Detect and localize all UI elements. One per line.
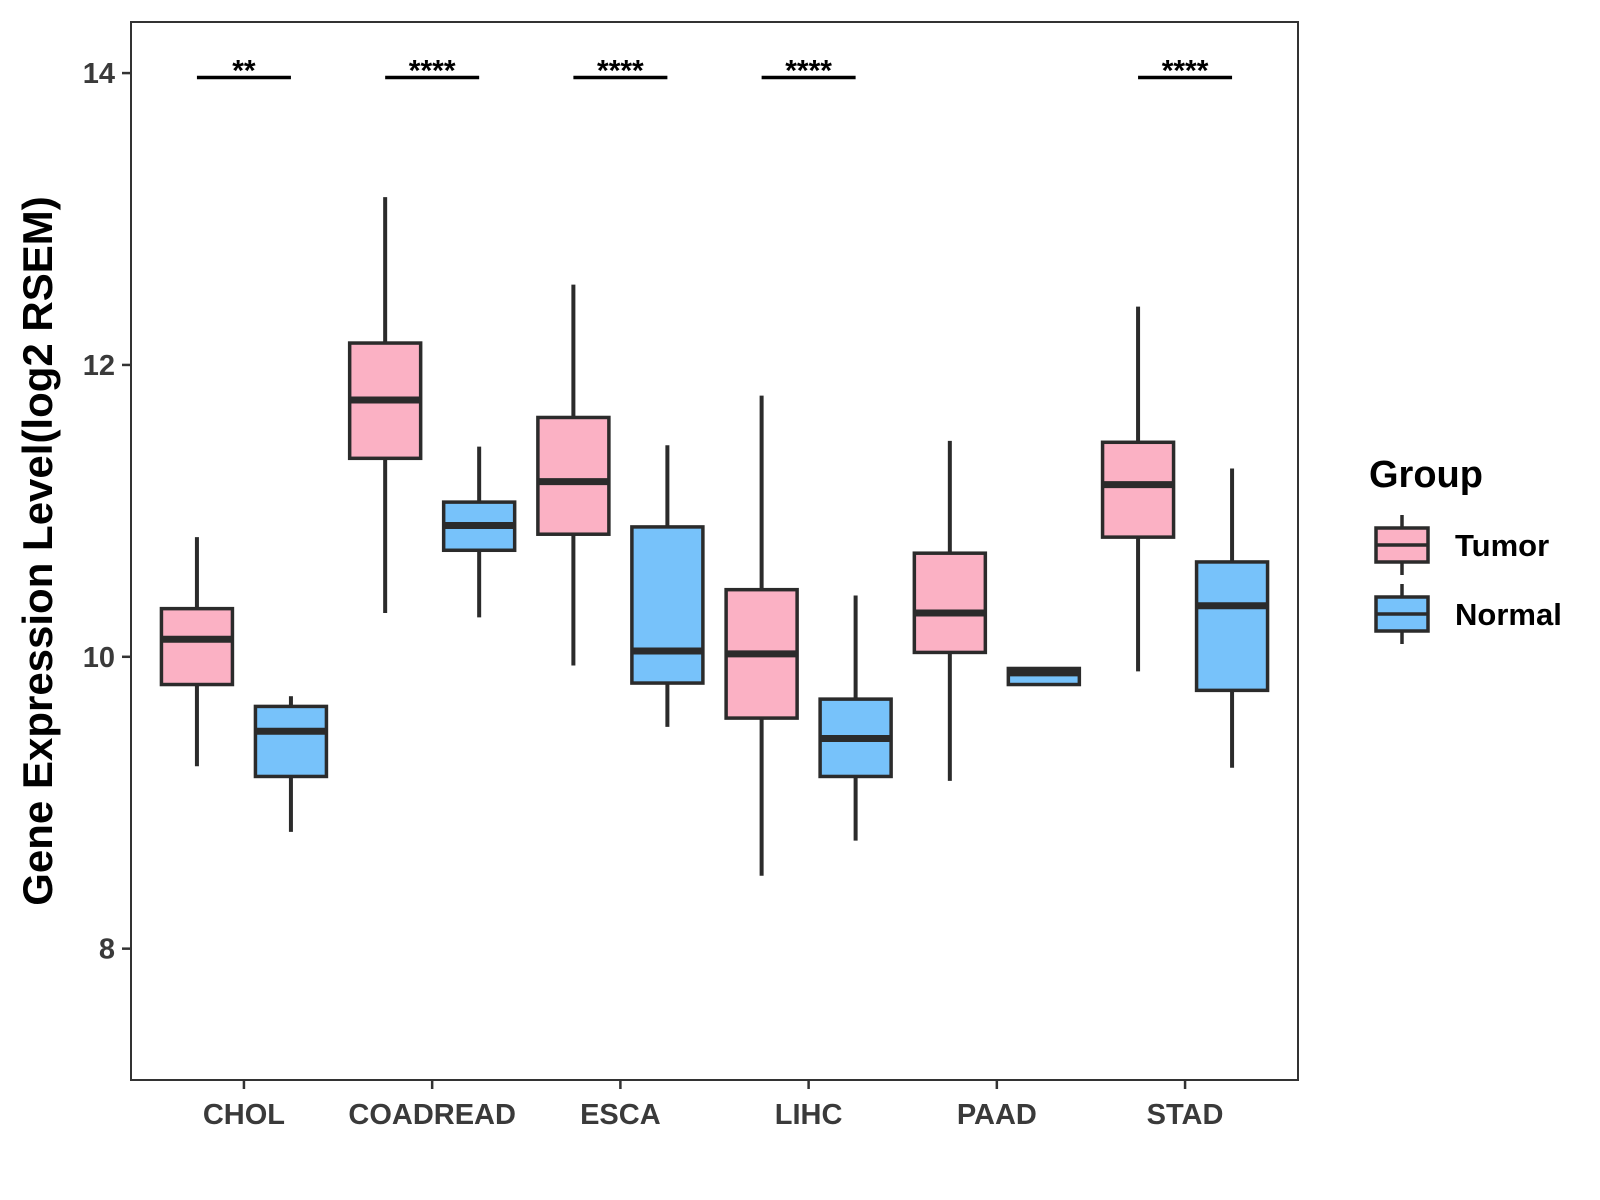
box-iqr [253,704,329,779]
significance-chol: ** [196,54,291,87]
box-normal-coadread [441,446,517,618]
significance-lihc: **** [761,54,856,87]
legend-title: Group [1369,454,1483,496]
box-tumor-stad [1100,306,1176,672]
x-tick-label-lihc: LIHC [775,1099,843,1131]
x-tick-label-paad: PAAD [957,1099,1037,1131]
box-normal-lihc [818,595,893,841]
box-normal-chol [253,696,329,832]
x-tick-label-stad: STAD [1147,1099,1224,1131]
y-tick-label: 12 [83,350,115,382]
box-iqr [159,606,235,687]
box-tumor-coadread [347,197,423,614]
box-iqr [536,415,611,536]
legend: Group Tumor Normal [1369,454,1562,644]
x-tick-label-coadread: COADREAD [348,1099,516,1131]
box-tumor-chol [159,537,235,767]
significance-label: **** [785,54,832,87]
x-tick-label-chol: CHOL [203,1099,285,1131]
legend-label-tumor: Tumor [1455,528,1549,563]
box-iqr [1194,560,1270,693]
axis-layer: 8 10 12 14 CHOL COADREAD ESCA LIHC PAAD STAD [83,58,1224,1131]
legend-item-tumor: Tumor [1374,515,1549,575]
legend-item-normal: Normal [1374,584,1562,644]
x-tick-label-esca: ESCA [580,1099,661,1131]
box-normal-esca [630,445,705,727]
significance-label: ** [232,54,256,87]
legend-items: Tumor Normal [1374,515,1562,644]
significance-esca: **** [573,54,668,87]
y-tick-label: 10 [83,642,115,674]
box-iqr [630,525,705,685]
legend-label-normal: Normal [1455,597,1562,632]
significance-label: **** [597,54,644,87]
y-tick-label: 14 [83,58,115,90]
significance-label: **** [409,54,456,87]
significance-label: **** [1162,54,1209,87]
significance-stad: **** [1138,54,1233,87]
panel-border [130,21,1299,1081]
box-normal-paad [1006,666,1082,687]
panel-background [131,22,1298,1080]
y-axis-title: Gene Expression Level(log2 RSEM) [14,196,61,906]
box-tumor-esca [536,284,611,666]
y-tick-label: 8 [99,934,115,966]
plot-layer: ** **** **** **** **** [159,54,1270,876]
box-iqr [912,551,988,655]
box-tumor-paad [912,440,988,781]
significance-coadread: **** [385,54,480,87]
box-tumor-lihc [724,395,799,876]
box-normal-stad [1194,468,1270,768]
box-iqr [1100,440,1176,539]
